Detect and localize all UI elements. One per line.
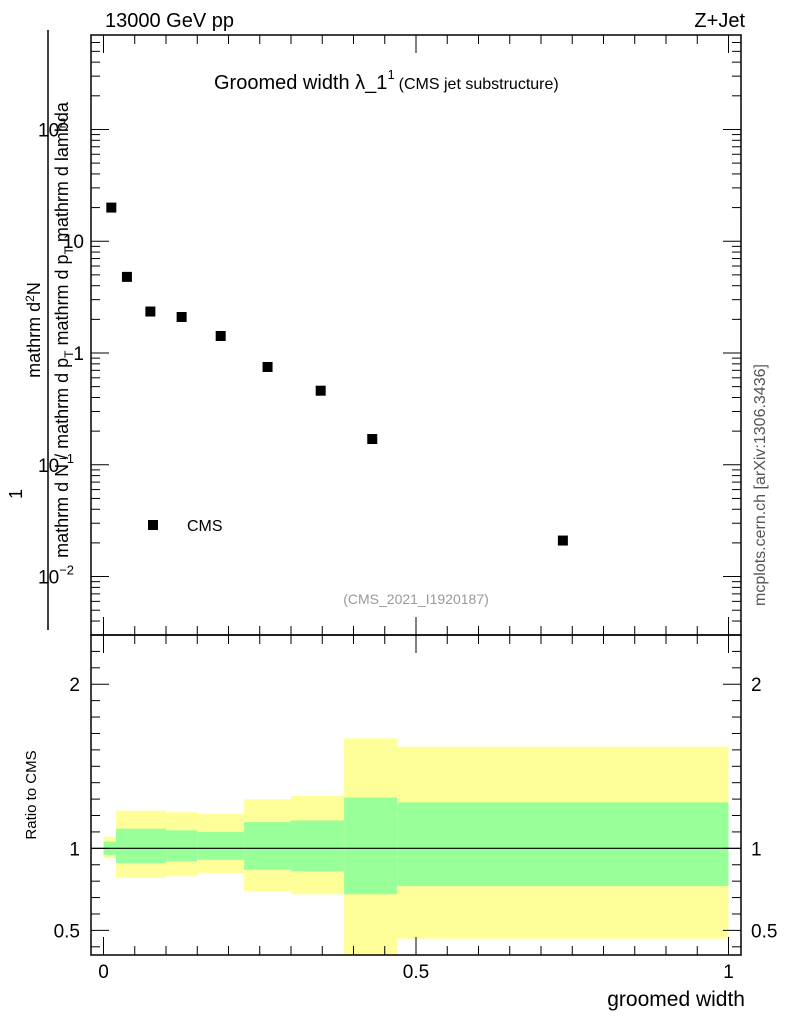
ratio-y-tick-label-right: 2 (751, 675, 762, 696)
ratio-y-tick-label-left: 1 (69, 839, 80, 860)
data-point (176, 311, 187, 322)
ylabel-denominator: mathrm d N / mathrm d pT mathrm d pT mat… (52, 101, 76, 558)
x-tick-label: 1 (723, 962, 734, 983)
data-point (215, 330, 226, 341)
ratio-x-ticks: 0 0.5 1 (98, 635, 734, 983)
ratio-y-tick-label-right: 0.5 (751, 921, 777, 942)
data-point (145, 306, 156, 317)
ratio-y-tick-label-right: 1 (751, 839, 762, 860)
ratio-y-tick-label-left: 0.5 (54, 921, 80, 942)
data-point (106, 202, 117, 213)
energy-label: 13000 GeV pp (105, 10, 234, 32)
data-point (557, 535, 568, 546)
x-tick-label: 0.5 (403, 962, 429, 983)
main-title: Groomed width λ_11(CMS jet substructure) (214, 67, 559, 94)
ylabel-numerator: mathrm d2N (23, 282, 44, 378)
x-tick-label: 0 (98, 962, 109, 983)
ratio-band-inner (116, 828, 166, 864)
data-point (367, 434, 378, 445)
ylabel-one: 1 (6, 489, 26, 499)
data-point (121, 271, 132, 282)
ratio-band-inner (344, 797, 398, 895)
ratio-bands (103, 738, 729, 955)
data-point (262, 361, 273, 372)
ratio-y-tick-label-left: 2 (69, 675, 80, 696)
ratio-band-inner (244, 822, 291, 870)
main-panel: Groomed width λ_11(CMS jet substructure)… (6, 30, 742, 636)
process-label: Z+Jet (694, 10, 745, 32)
data-point (315, 385, 326, 396)
legend: CMS (148, 518, 223, 535)
main-y-ticks: 10−210−1110102 (38, 34, 741, 636)
main-y-axis-label: mathrm d2N mathrm d N / mathrm d pT math… (23, 30, 76, 630)
ratio-panel: 0.5 0.51 12 2 0 0.5 1 Ratio to CMS groomed wi… (23, 634, 777, 1011)
x-axis-label: groomed width (607, 988, 745, 1011)
main-x-ticks (103, 35, 729, 635)
main-frame (90, 34, 742, 636)
main-y-tick-label: 10 (63, 232, 84, 253)
ratio-band-inner (397, 802, 729, 887)
ratio-band-inner (166, 830, 198, 862)
legend-marker (148, 520, 158, 530)
analysis-id: (CMS_2021_I1920187) (343, 591, 489, 607)
ratio-band-inner (197, 831, 245, 860)
main-y-tick-label: 1 (73, 344, 84, 365)
main-y-tick-label: 10−2 (38, 563, 74, 589)
legend-label: CMS (187, 518, 223, 535)
ratio-y-axis-label: Ratio to CMS (23, 750, 40, 839)
ratio-band-inner (291, 820, 345, 872)
ratio-y-ticks: 0.5 0.5 1 1 2 2 (54, 650, 777, 948)
side-label: mcplots.cern.ch [arXiv:1306.3436] (752, 364, 769, 606)
data-points (106, 202, 568, 546)
